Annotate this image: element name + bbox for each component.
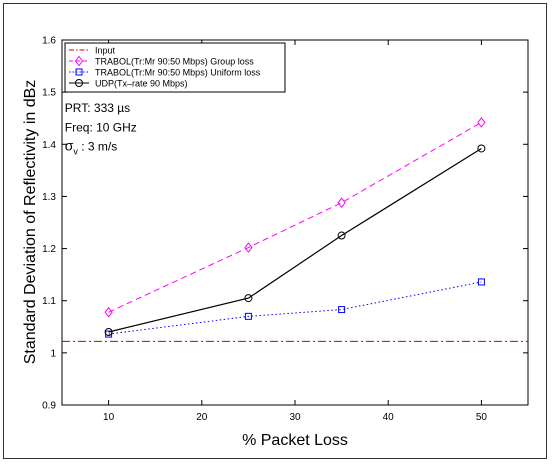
- data-point: [337, 231, 346, 240]
- plot-area: [61, 39, 529, 406]
- annotation-value: : 3 m/s: [78, 140, 117, 154]
- data-point: [477, 278, 485, 286]
- x-axis-label: % Packet Loss: [242, 432, 348, 449]
- x-tick-label: 10: [103, 412, 115, 423]
- series-1: [104, 117, 486, 318]
- data-point: [477, 117, 486, 128]
- y-tick-label: 1.5: [42, 88, 56, 99]
- series-2: [105, 278, 485, 338]
- legend-box: [64, 42, 286, 93]
- y-tick-label: 1.4: [42, 140, 56, 151]
- x-tick-label: 50: [476, 412, 488, 423]
- y-axis-label: Standard Deviation of Reflectivity in dB…: [22, 80, 39, 365]
- data-point: [244, 242, 253, 253]
- legend-entry: UDP(Tx–rate 90 Mbps): [95, 79, 188, 89]
- legend-marker: [75, 68, 83, 76]
- legend-marker: [74, 55, 84, 67]
- series-3: [104, 144, 486, 336]
- data-point: [104, 306, 113, 318]
- x-tick-label: 20: [196, 412, 208, 423]
- annotation-text: Freq: 10 GHz: [65, 120, 137, 134]
- y-tick-label: 1.3: [42, 192, 56, 203]
- data-point: [337, 197, 346, 209]
- data-point: [244, 294, 253, 303]
- legend-entry: Input: [95, 46, 116, 56]
- legend-marker: [75, 79, 83, 87]
- y-tick-label: 1.6: [42, 36, 56, 47]
- annotation-symbol: σ: [65, 138, 74, 154]
- annotation-text: σv : 3 m/s: [65, 138, 117, 157]
- data-point: [338, 306, 346, 314]
- legend-entry: TRABOL(Tr:Mr 90:50 Mbps) Uniform loss: [95, 68, 261, 78]
- data-point: [477, 144, 486, 153]
- data-point: [104, 328, 113, 336]
- y-tick-label: 0.9: [42, 401, 56, 412]
- y-tick-label: 1: [50, 348, 56, 359]
- series-line: [108, 147, 482, 333]
- annotation-text: PRT: 333 µs: [65, 101, 130, 115]
- x-tick-label: 30: [289, 412, 301, 423]
- series-line: [108, 121, 482, 313]
- legend-entry: TRABOL(Tr:Mr 90:50 Mbps) Group loss: [95, 57, 254, 67]
- x-tick-label: 40: [383, 412, 395, 423]
- data-point: [244, 312, 252, 320]
- y-tick-label: 1.2: [42, 244, 56, 255]
- annotation-subscript: v: [73, 147, 78, 157]
- y-tick-label: 1.1: [42, 296, 56, 307]
